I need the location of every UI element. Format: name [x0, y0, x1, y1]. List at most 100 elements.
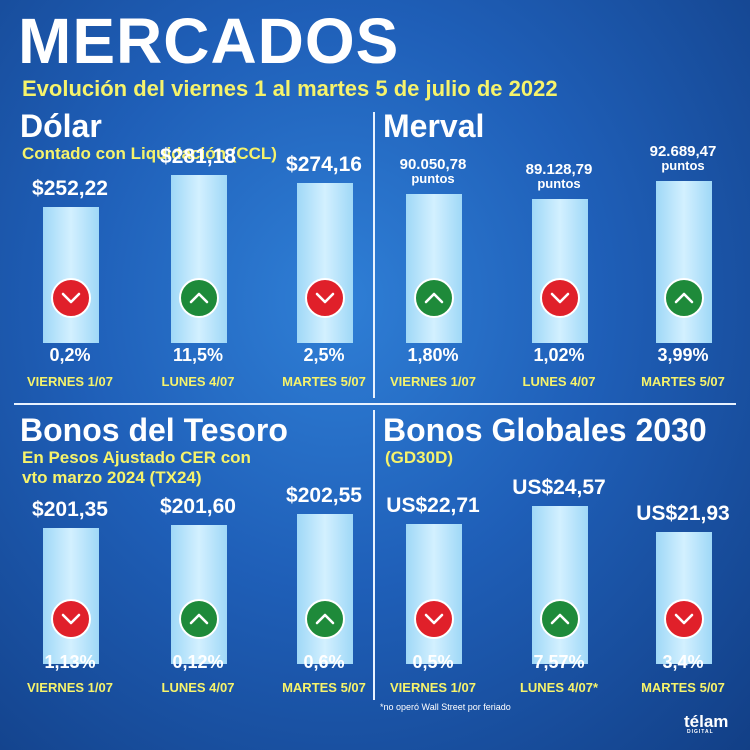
value-text: $274,16 [286, 152, 362, 176]
unit-label: puntos [411, 171, 455, 187]
change-percent: 11,5% [172, 345, 224, 365]
panel-title: Bonos del Tesoro [20, 412, 288, 448]
value-label: US$22,71 [383, 494, 483, 518]
panel-1: Merval 90.050,78 puntos 1,80% VIERNES 1/07 89… [383, 108, 743, 398]
day-label: MARTES 5/07 [641, 680, 725, 695]
footnote: *no operó Wall Street por feriado [380, 702, 511, 712]
change-percent: 3,4% [662, 652, 704, 672]
arrow-down-icon [51, 278, 91, 318]
bar [406, 524, 462, 664]
telam-logo: télam DIGITAL [684, 712, 728, 735]
bar-column: 89.128,79 puntos 1,02% LUNES 4/07 [509, 108, 609, 408]
page-subtitle: Evolución del viernes 1 al martes 5 de j… [22, 76, 558, 101]
value-text: US$21,93 [636, 502, 730, 525]
horizontal-divider [14, 403, 736, 405]
bar-column: $201,60 0,12% LUNES 4/07 [148, 412, 248, 712]
value-label: US$24,57 [509, 476, 609, 500]
change-percent: 3,99% [657, 345, 709, 365]
day-label: MARTES 5/07 [641, 374, 725, 389]
day-label: VIERNES 1/07 [27, 374, 113, 389]
bar-column: US$24,57 7,57% LUNES 4/07* [509, 412, 609, 712]
arrow-up-icon [305, 599, 345, 639]
bar [532, 506, 588, 664]
value-text: $252,22 [32, 177, 108, 200]
value-label: US$21,93 [633, 502, 733, 526]
day-label: MARTES 5/07 [282, 374, 366, 389]
value-label: 90.050,78 puntos [383, 156, 483, 187]
bar-column: 92.689,47 puntos 3,99% MARTES 5/07 [633, 108, 733, 408]
bar [171, 525, 227, 664]
arrow-down-icon [414, 599, 454, 639]
panel-subtitle: (GD30D) [385, 448, 454, 467]
panel-subtitle: Contado con Liquidación (CCL) [22, 144, 277, 163]
value-text: 92.689,47 [649, 143, 717, 160]
change-percent: 0,6% [303, 652, 345, 672]
bar [532, 199, 588, 343]
bar [297, 182, 353, 343]
value-label: $274,16 [274, 153, 374, 177]
bar-column: $202,55 0,6% MARTES 5/07 [274, 412, 374, 712]
value-label: $201,60 [148, 495, 248, 519]
value-text: $281,18 [160, 145, 236, 168]
bar-column: $281,18 11,5% LUNES 4/07 [148, 108, 248, 408]
value-text: $201,60 [160, 495, 236, 519]
value-text: 90.050,78 [399, 156, 467, 174]
panel-0: Dólar Contado con Liquidación (CCL) $252,2… [20, 108, 380, 398]
value-label: 92.689,47 puntos [633, 143, 733, 173]
arrow-down-icon [51, 599, 91, 639]
day-label: VIERNES 1/07 [390, 374, 476, 389]
bar [406, 194, 462, 343]
value-label: $252,22 [20, 177, 120, 201]
bar-column: $252,22 0,2% VIERNES 1/07 [20, 108, 120, 408]
arrow-up-icon [414, 278, 454, 318]
arrow-up-icon [664, 278, 704, 318]
panel-2: Bonos del Tesoro En Pesos Ajustado CER co… [20, 412, 380, 702]
panel-subtitle: En Pesos Ajustado CER con vto marzo 2024… [22, 448, 251, 487]
bar [43, 207, 99, 343]
value-text: US$22,71 [386, 494, 480, 518]
unit-label: puntos [537, 176, 581, 191]
value-label: $281,18 [148, 145, 248, 169]
change-percent: 1,13% [44, 652, 96, 672]
logo-subtext: DIGITAL [687, 729, 714, 735]
arrow-down-icon [664, 599, 704, 639]
bar [656, 532, 712, 664]
arrow-up-icon [179, 278, 219, 318]
arrow-down-icon [305, 278, 345, 318]
arrow-up-icon [179, 599, 219, 639]
day-label: LUNES 4/07* [519, 680, 599, 695]
change-percent: 7,57% [533, 652, 585, 672]
value-text: $201,35 [32, 498, 108, 521]
day-label: VIERNES 1/07 [27, 680, 113, 695]
day-label: LUNES 4/07 [161, 680, 235, 695]
change-percent: 1,80% [407, 345, 459, 365]
bar-column: $201,35 1,13% VIERNES 1/07 [20, 412, 120, 712]
value-label: $202,55 [274, 484, 374, 508]
bar-column: 90.050,78 puntos 1,80% VIERNES 1/07 [383, 108, 483, 408]
day-label: MARTES 5/07 [282, 680, 366, 695]
day-label: LUNES 4/07 [522, 374, 596, 389]
panel-title: Dólar [20, 108, 102, 144]
panel-title: Merval [383, 108, 485, 144]
bar-column: $274,16 2,5% MARTES 5/07 [274, 108, 374, 408]
arrow-down-icon [540, 278, 580, 318]
bar-column: US$21,93 3,4% MARTES 5/07 [633, 412, 733, 712]
bar [656, 181, 712, 343]
value-label: $201,35 [20, 498, 120, 522]
day-label: LUNES 4/07 [161, 374, 235, 389]
unit-label: puntos [661, 158, 705, 173]
vertical-divider-bottom [373, 410, 375, 700]
day-label: VIERNES 1/07 [390, 680, 476, 695]
value-text: 89.128,79 [525, 161, 593, 178]
change-percent: 1,02% [533, 345, 585, 365]
change-percent: 2,5% [303, 345, 345, 365]
value-label: 89.128,79 puntos [509, 161, 609, 191]
panel-title: Bonos Globales 2030 [383, 412, 707, 448]
panel-3: Bonos Globales 2030 (GD30D) US$22,71 0,5% VI… [383, 412, 743, 702]
bar [297, 514, 353, 664]
change-percent: 0,12% [172, 652, 224, 672]
vertical-divider-top [373, 112, 375, 398]
page-title: MERCADOS [18, 5, 400, 77]
value-text: $202,55 [286, 484, 362, 507]
bar-column: US$22,71 0,5% VIERNES 1/07 [383, 412, 483, 712]
